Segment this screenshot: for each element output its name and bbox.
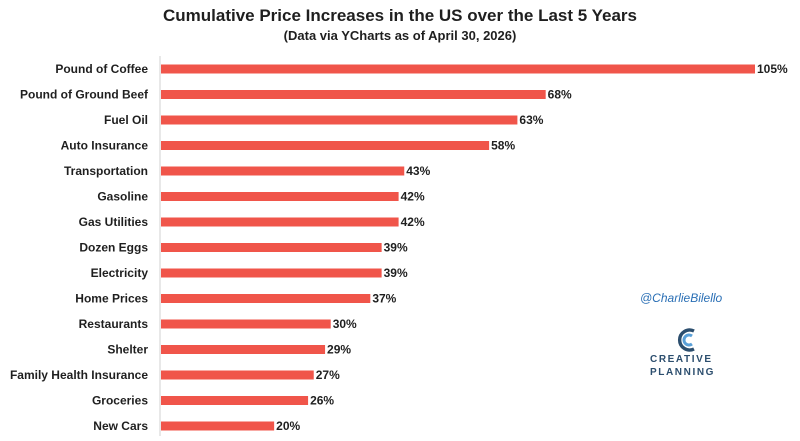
value-label: 39% [384,241,408,255]
bar [161,141,490,150]
logo-text-line1: CREATIVE [650,354,713,365]
category-label: New Cars [93,419,148,433]
value-label: 37% [372,292,396,306]
bar [161,166,405,176]
bar [161,294,371,303]
category-label: Shelter [107,343,148,357]
category-label: Gas Utilities [79,215,149,229]
value-label: 43% [406,164,430,178]
value-label: 63% [519,113,543,127]
bar [161,192,399,201]
bar [161,115,518,125]
category-label: Groceries [92,394,148,408]
category-label: Home Prices [75,292,148,306]
category-label: Pound of Coffee [55,62,148,76]
value-label: 27% [316,368,340,382]
category-label: Electricity [91,266,149,280]
chart-title: Cumulative Price Increases in the US ove… [162,6,638,25]
value-label: 68% [548,88,572,102]
value-label: 42% [401,215,425,229]
category-label: Fuel Oil [104,113,148,127]
bar [161,243,382,252]
category-label: Gasoline [97,190,148,204]
bar [161,396,309,405]
value-label: 29% [327,343,351,357]
bar [161,268,382,278]
category-label: Family Health Insurance [10,368,148,382]
bar [161,217,399,227]
category-label: Pound of Ground Beef [20,88,149,102]
category-label: Restaurants [79,317,149,331]
value-label: 42% [401,190,425,204]
value-label: 26% [310,394,334,408]
value-label: 39% [384,266,408,280]
bar [161,90,546,99]
value-label: 58% [491,139,515,153]
creative-planning-logo-icon [677,328,695,352]
value-label: 105% [757,62,788,76]
value-label: 30% [333,317,357,331]
author-handle: @CharlieBilello [640,291,723,305]
bar [161,370,314,380]
chart-subtitle: (Data via YCharts as of April 30, 2026) [283,28,517,43]
category-label: Transportation [64,164,148,178]
bar [161,64,755,74]
logo-text-line2: PLANNING [650,367,716,378]
bar [161,319,331,329]
category-label: Dozen Eggs [79,241,148,255]
creative-planning-logo: CREATIVE PLANNING [650,328,770,378]
bar [161,345,326,354]
category-label: Auto Insurance [61,139,149,153]
bar [161,421,275,431]
value-label: 20% [276,419,300,433]
